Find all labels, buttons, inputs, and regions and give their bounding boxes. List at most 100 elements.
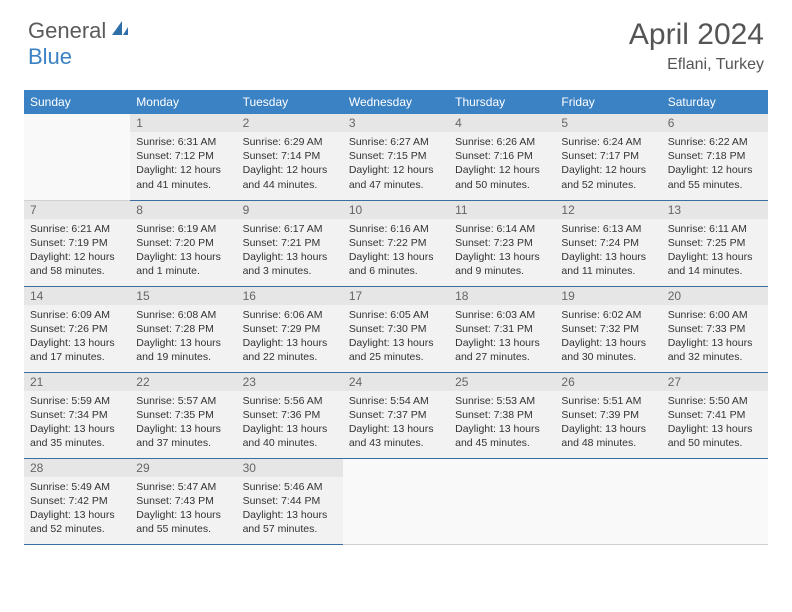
calendar-cell (555, 458, 661, 544)
sunrise-text: Sunrise: 6:06 AM (243, 308, 337, 322)
day-number: 5 (555, 114, 661, 132)
cell-body: Sunrise: 5:51 AMSunset: 7:39 PMDaylight:… (555, 391, 661, 457)
sunset-text: Sunset: 7:20 PM (136, 236, 230, 250)
daylight-text: Daylight: 12 hours and 50 minutes. (455, 163, 549, 191)
sunset-text: Sunset: 7:28 PM (136, 322, 230, 336)
cell-body: Sunrise: 6:11 AMSunset: 7:25 PMDaylight:… (662, 219, 768, 285)
sunrise-text: Sunrise: 6:24 AM (561, 135, 655, 149)
page-title: April 2024 (629, 18, 764, 52)
calendar-cell: 14Sunrise: 6:09 AMSunset: 7:26 PMDayligh… (24, 286, 130, 372)
sunrise-text: Sunrise: 6:05 AM (349, 308, 443, 322)
day-number: 26 (555, 373, 661, 391)
cell-body: Sunrise: 6:27 AMSunset: 7:15 PMDaylight:… (343, 132, 449, 198)
cell-body: Sunrise: 6:05 AMSunset: 7:30 PMDaylight:… (343, 305, 449, 371)
cell-body: Sunrise: 6:21 AMSunset: 7:19 PMDaylight:… (24, 219, 130, 285)
cell-body: Sunrise: 6:17 AMSunset: 7:21 PMDaylight:… (237, 219, 343, 285)
day-number: 8 (130, 201, 236, 219)
day-header: Wednesday (343, 90, 449, 114)
daylight-text: Daylight: 12 hours and 47 minutes. (349, 163, 443, 191)
sunset-text: Sunset: 7:29 PM (243, 322, 337, 336)
daylight-text: Daylight: 13 hours and 48 minutes. (561, 422, 655, 450)
sunrise-text: Sunrise: 6:27 AM (349, 135, 443, 149)
sunrise-text: Sunrise: 6:08 AM (136, 308, 230, 322)
day-number: 25 (449, 373, 555, 391)
calendar-cell: 7Sunrise: 6:21 AMSunset: 7:19 PMDaylight… (24, 200, 130, 286)
calendar-cell: 12Sunrise: 6:13 AMSunset: 7:24 PMDayligh… (555, 200, 661, 286)
cell-body: Sunrise: 5:49 AMSunset: 7:42 PMDaylight:… (24, 477, 130, 543)
day-number: 22 (130, 373, 236, 391)
day-number: 10 (343, 201, 449, 219)
calendar-cell: 27Sunrise: 5:50 AMSunset: 7:41 PMDayligh… (662, 372, 768, 458)
daylight-text: Daylight: 13 hours and 50 minutes. (668, 422, 762, 450)
cell-body: Sunrise: 6:06 AMSunset: 7:29 PMDaylight:… (237, 305, 343, 371)
sunset-text: Sunset: 7:39 PM (561, 408, 655, 422)
day-number: 24 (343, 373, 449, 391)
sunrise-text: Sunrise: 6:21 AM (30, 222, 124, 236)
calendar-cell (343, 458, 449, 544)
daylight-text: Daylight: 13 hours and 45 minutes. (455, 422, 549, 450)
calendar-cell: 6Sunrise: 6:22 AMSunset: 7:18 PMDaylight… (662, 114, 768, 200)
day-number: 20 (662, 287, 768, 305)
sunset-text: Sunset: 7:21 PM (243, 236, 337, 250)
location-label: Eflani, Turkey (629, 56, 764, 74)
calendar-cell: 21Sunrise: 5:59 AMSunset: 7:34 PMDayligh… (24, 372, 130, 458)
daylight-text: Daylight: 13 hours and 37 minutes. (136, 422, 230, 450)
title-block: April 2024 Eflani, Turkey (629, 18, 764, 74)
daylight-text: Daylight: 13 hours and 17 minutes. (30, 336, 124, 364)
daylight-text: Daylight: 13 hours and 9 minutes. (455, 250, 549, 278)
sunset-text: Sunset: 7:41 PM (668, 408, 762, 422)
calendar-row: 14Sunrise: 6:09 AMSunset: 7:26 PMDayligh… (24, 286, 768, 372)
daylight-text: Daylight: 13 hours and 35 minutes. (30, 422, 124, 450)
sunrise-text: Sunrise: 6:29 AM (243, 135, 337, 149)
daylight-text: Daylight: 13 hours and 25 minutes. (349, 336, 443, 364)
daylight-text: Daylight: 13 hours and 3 minutes. (243, 250, 337, 278)
sunset-text: Sunset: 7:42 PM (30, 494, 124, 508)
sunset-text: Sunset: 7:19 PM (30, 236, 124, 250)
sunrise-text: Sunrise: 6:11 AM (668, 222, 762, 236)
sunset-text: Sunset: 7:25 PM (668, 236, 762, 250)
day-header: Tuesday (237, 90, 343, 114)
daylight-text: Daylight: 13 hours and 30 minutes. (561, 336, 655, 364)
sunset-text: Sunset: 7:15 PM (349, 149, 443, 163)
daylight-text: Daylight: 13 hours and 40 minutes. (243, 422, 337, 450)
calendar-cell: 1Sunrise: 6:31 AMSunset: 7:12 PMDaylight… (130, 114, 236, 200)
cell-body: Sunrise: 6:19 AMSunset: 7:20 PMDaylight:… (130, 219, 236, 285)
calendar-row: 1Sunrise: 6:31 AMSunset: 7:12 PMDaylight… (24, 114, 768, 200)
cell-body: Sunrise: 6:13 AMSunset: 7:24 PMDaylight:… (555, 219, 661, 285)
day-number: 6 (662, 114, 768, 132)
calendar-cell: 26Sunrise: 5:51 AMSunset: 7:39 PMDayligh… (555, 372, 661, 458)
daylight-text: Daylight: 12 hours and 41 minutes. (136, 163, 230, 191)
day-number: 12 (555, 201, 661, 219)
sunrise-text: Sunrise: 5:57 AM (136, 394, 230, 408)
sunset-text: Sunset: 7:44 PM (243, 494, 337, 508)
cell-body: Sunrise: 6:09 AMSunset: 7:26 PMDaylight:… (24, 305, 130, 371)
sunset-text: Sunset: 7:24 PM (561, 236, 655, 250)
cell-body: Sunrise: 5:46 AMSunset: 7:44 PMDaylight:… (237, 477, 343, 543)
sunset-text: Sunset: 7:17 PM (561, 149, 655, 163)
sunrise-text: Sunrise: 5:47 AM (136, 480, 230, 494)
cell-body: Sunrise: 5:57 AMSunset: 7:35 PMDaylight:… (130, 391, 236, 457)
cell-body: Sunrise: 5:53 AMSunset: 7:38 PMDaylight:… (449, 391, 555, 457)
cell-body: Sunrise: 6:14 AMSunset: 7:23 PMDaylight:… (449, 219, 555, 285)
day-header: Sunday (24, 90, 130, 114)
cell-body: Sunrise: 5:59 AMSunset: 7:34 PMDaylight:… (24, 391, 130, 457)
cell-body: Sunrise: 6:22 AMSunset: 7:18 PMDaylight:… (662, 132, 768, 198)
calendar-cell: 28Sunrise: 5:49 AMSunset: 7:42 PMDayligh… (24, 458, 130, 544)
daylight-text: Daylight: 12 hours and 44 minutes. (243, 163, 337, 191)
daylight-text: Daylight: 13 hours and 19 minutes. (136, 336, 230, 364)
day-number: 11 (449, 201, 555, 219)
day-number: 21 (24, 373, 130, 391)
sunset-text: Sunset: 7:12 PM (136, 149, 230, 163)
calendar-cell: 17Sunrise: 6:05 AMSunset: 7:30 PMDayligh… (343, 286, 449, 372)
calendar-cell (24, 114, 130, 200)
logo: General (28, 18, 132, 44)
calendar-cell: 25Sunrise: 5:53 AMSunset: 7:38 PMDayligh… (449, 372, 555, 458)
cell-body: Sunrise: 6:02 AMSunset: 7:32 PMDaylight:… (555, 305, 661, 371)
daylight-text: Daylight: 13 hours and 6 minutes. (349, 250, 443, 278)
calendar-cell: 23Sunrise: 5:56 AMSunset: 7:36 PMDayligh… (237, 372, 343, 458)
calendar-cell: 16Sunrise: 6:06 AMSunset: 7:29 PMDayligh… (237, 286, 343, 372)
calendar-cell (449, 458, 555, 544)
day-number: 3 (343, 114, 449, 132)
sunrise-text: Sunrise: 5:50 AM (668, 394, 762, 408)
sunrise-text: Sunrise: 5:49 AM (30, 480, 124, 494)
